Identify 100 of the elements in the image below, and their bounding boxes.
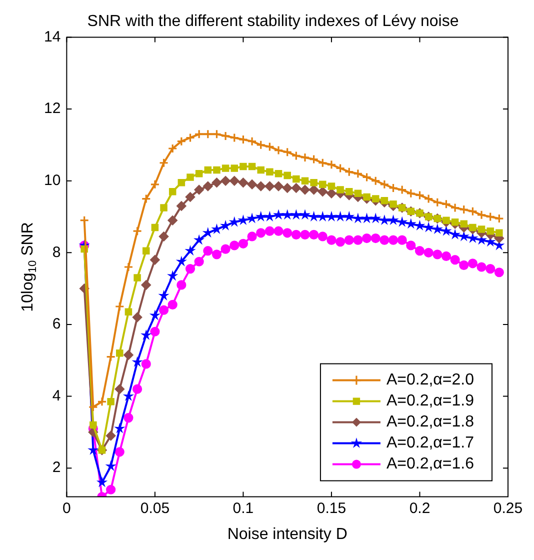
point xyxy=(424,194,434,204)
point xyxy=(459,260,469,270)
point xyxy=(494,268,504,278)
point xyxy=(194,129,204,139)
point xyxy=(96,476,108,488)
point xyxy=(255,210,266,222)
point xyxy=(240,162,247,170)
point xyxy=(114,422,126,434)
point xyxy=(274,181,284,192)
point xyxy=(106,430,116,441)
point xyxy=(372,195,380,202)
point xyxy=(124,308,132,316)
point xyxy=(141,359,151,369)
point xyxy=(168,188,176,196)
point xyxy=(309,230,319,240)
point xyxy=(406,240,416,250)
chart-title: SNR with the different stability indexes of Lévy noise xyxy=(87,13,459,30)
point xyxy=(194,256,204,266)
point xyxy=(301,177,309,184)
point xyxy=(167,270,178,281)
point xyxy=(344,235,354,245)
point xyxy=(310,178,318,186)
point xyxy=(274,146,284,156)
point xyxy=(441,251,452,262)
point xyxy=(176,201,186,211)
point xyxy=(134,274,141,282)
point xyxy=(220,131,230,141)
legend-label: A=0.2,α=1.9 xyxy=(386,392,474,410)
point xyxy=(158,232,169,242)
point xyxy=(140,329,152,340)
legend-label: A=0.2,α=2.0 xyxy=(386,372,474,389)
point xyxy=(380,196,388,204)
y-tick-label: 2 xyxy=(52,459,61,476)
point xyxy=(353,168,363,178)
point xyxy=(247,232,257,242)
point xyxy=(185,192,196,202)
point xyxy=(468,258,478,268)
point xyxy=(414,190,425,200)
x-tick-label: 0.05 xyxy=(140,500,170,517)
point xyxy=(476,210,486,220)
point xyxy=(363,193,370,201)
point xyxy=(460,220,468,228)
point xyxy=(158,158,169,168)
point xyxy=(124,350,134,360)
point xyxy=(380,180,390,190)
point xyxy=(264,226,274,236)
point xyxy=(124,413,134,423)
point xyxy=(228,216,240,227)
point xyxy=(230,240,240,250)
point xyxy=(274,226,284,236)
point xyxy=(336,163,346,174)
point xyxy=(194,234,205,245)
point xyxy=(105,460,116,472)
point xyxy=(203,246,213,256)
x-tick-label: 0.15 xyxy=(316,500,346,517)
point xyxy=(238,178,248,188)
point xyxy=(282,228,292,238)
point xyxy=(132,356,143,367)
legend-label: A=0.2,α=1.6 xyxy=(386,456,474,473)
point xyxy=(116,350,124,357)
point xyxy=(334,210,346,222)
point xyxy=(326,210,338,222)
point xyxy=(486,212,496,222)
point xyxy=(361,212,372,224)
point xyxy=(90,421,97,429)
point xyxy=(264,181,274,192)
point xyxy=(256,228,266,238)
point xyxy=(318,158,328,168)
point xyxy=(405,218,416,229)
point xyxy=(318,186,328,196)
point xyxy=(176,256,187,266)
point xyxy=(246,212,258,224)
point xyxy=(388,183,398,193)
point xyxy=(238,238,248,248)
point xyxy=(266,168,274,176)
point xyxy=(124,262,134,272)
point xyxy=(168,300,178,310)
point xyxy=(149,310,161,320)
point xyxy=(264,142,274,152)
point xyxy=(432,198,442,208)
y-tick-label: 12 xyxy=(44,100,61,118)
point xyxy=(213,166,220,174)
point xyxy=(328,182,336,190)
point xyxy=(284,172,291,180)
y-tick-label: 14 xyxy=(44,28,61,46)
point xyxy=(141,194,151,204)
point xyxy=(80,216,90,226)
point xyxy=(238,134,248,144)
point xyxy=(106,352,116,362)
point xyxy=(468,206,478,216)
point xyxy=(247,136,257,146)
point xyxy=(396,216,408,227)
point xyxy=(150,180,160,190)
legend-label: A=0.2,α=1.8 xyxy=(386,414,474,431)
point xyxy=(185,132,196,143)
point xyxy=(264,210,276,222)
point xyxy=(458,230,470,242)
point xyxy=(326,160,336,170)
point xyxy=(150,255,160,265)
point xyxy=(291,183,301,193)
